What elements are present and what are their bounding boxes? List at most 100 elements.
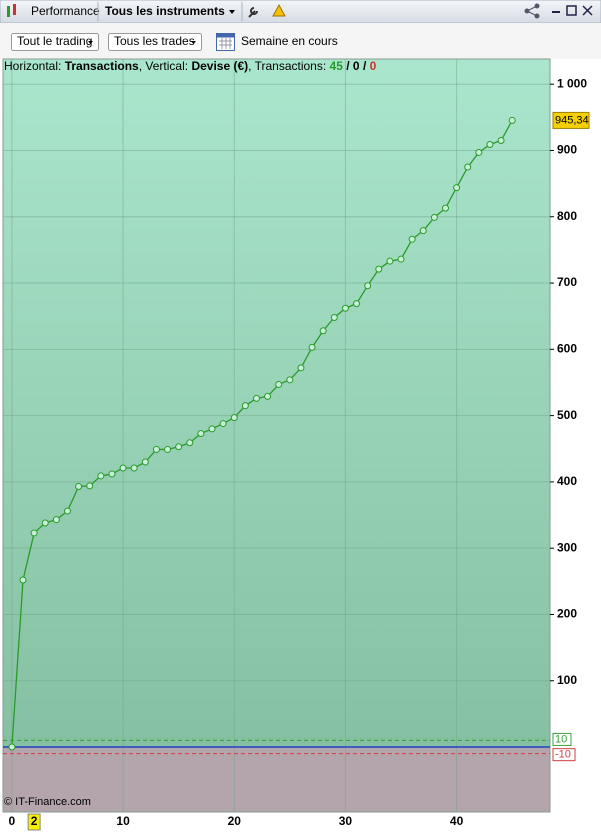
value-label: 945,34 xyxy=(555,114,589,126)
data-point xyxy=(264,392,272,400)
data-point xyxy=(175,443,183,451)
warning-icon[interactable] xyxy=(272,3,286,17)
y-tick-label: 700 xyxy=(557,275,577,289)
data-point xyxy=(308,343,316,351)
data-point xyxy=(430,213,438,221)
data-point xyxy=(419,227,427,235)
y-tick-label: 800 xyxy=(557,209,577,223)
data-point xyxy=(353,300,361,308)
settings-icon[interactable] xyxy=(248,7,258,18)
data-point xyxy=(453,184,461,192)
y-tick-label: 900 xyxy=(557,143,577,157)
data-point xyxy=(164,445,172,453)
info-count: 45 xyxy=(330,59,344,73)
data-point xyxy=(86,482,94,490)
watermark: © IT-Finance.com xyxy=(4,796,91,808)
tab-label[interactable]: Performance xyxy=(31,4,100,18)
close-button[interactable] xyxy=(582,5,593,16)
info-text: / xyxy=(363,59,367,73)
info-text: / xyxy=(346,59,350,73)
data-point xyxy=(208,425,216,433)
period-filter[interactable]: Semaine en cours xyxy=(241,34,338,48)
x-tick-label: 30 xyxy=(339,814,353,828)
x-tick-label: 40 xyxy=(450,814,464,828)
trades-filter[interactable]: Tous les trades xyxy=(114,34,195,48)
data-point xyxy=(286,376,294,384)
y-tick-label: 200 xyxy=(557,607,577,621)
info-text: , Vertical: xyxy=(139,59,188,73)
data-point xyxy=(97,472,105,480)
data-point xyxy=(464,163,472,171)
data-line xyxy=(11,120,513,748)
y-tick-label: 400 xyxy=(557,474,577,488)
y-tick-label: 300 xyxy=(557,540,577,554)
data-point xyxy=(152,445,160,453)
data-point xyxy=(52,516,60,524)
data-point xyxy=(375,265,383,273)
data-point xyxy=(497,137,505,145)
data-point xyxy=(386,257,394,265)
data-point xyxy=(364,282,372,290)
negative-zone xyxy=(3,747,550,812)
data-point xyxy=(130,464,138,472)
data-point xyxy=(275,380,283,388)
info-text: Horizontal: xyxy=(4,59,61,73)
data-point xyxy=(241,402,249,410)
y-tick-label: 600 xyxy=(557,342,577,356)
info-text: Transactions xyxy=(65,59,139,73)
calendar-icon[interactable] xyxy=(216,33,235,51)
data-point xyxy=(441,204,449,212)
info-text: Devise (€) xyxy=(191,59,248,73)
data-point xyxy=(41,519,49,527)
data-point xyxy=(341,304,349,312)
x-marker-label: 2 xyxy=(31,814,38,828)
lower-label: -10 xyxy=(555,749,571,761)
y-tick-label: 100 xyxy=(557,673,577,687)
filter-bar xyxy=(0,23,601,59)
data-point xyxy=(119,464,127,472)
x-marker-box xyxy=(27,813,41,831)
value-label-box xyxy=(552,111,590,129)
data-point xyxy=(297,364,305,372)
data-point xyxy=(8,743,16,751)
data-point xyxy=(397,255,405,263)
trades-dropdown[interactable] xyxy=(108,33,202,51)
data-point xyxy=(408,235,416,243)
data-point xyxy=(475,148,483,156)
info-text: / xyxy=(343,59,353,73)
share-icon[interactable] xyxy=(524,3,540,19)
data-point xyxy=(108,470,116,478)
data-point xyxy=(330,314,338,322)
x-tick-label: 10 xyxy=(116,814,130,828)
maximize-button[interactable] xyxy=(566,5,577,16)
positive-zone xyxy=(3,59,550,748)
data-point xyxy=(197,430,205,438)
x-tick-label: 0 xyxy=(9,814,16,828)
upper-label: 10 xyxy=(555,733,567,745)
data-point xyxy=(186,439,194,447)
trading-dropdown[interactable] xyxy=(11,33,99,51)
lower-label-box xyxy=(552,748,576,762)
chart-icon xyxy=(7,4,16,17)
y-tick-label: 1 000 xyxy=(557,76,587,90)
plot-border xyxy=(2,58,551,813)
info-count: 0 xyxy=(353,59,360,73)
data-point xyxy=(319,327,327,335)
data-point xyxy=(63,507,71,515)
info-line: Horizontal: Transactions, Vertical: Devi… xyxy=(4,59,377,73)
data-point xyxy=(252,394,260,402)
upper-label-box xyxy=(552,732,572,746)
info-text: / xyxy=(360,59,370,73)
dropdown-arrow xyxy=(229,10,235,14)
data-point xyxy=(75,483,83,491)
data-point xyxy=(219,420,227,428)
instrument-selector[interactable]: Tous les instruments xyxy=(105,4,225,18)
trading-filter[interactable]: Tout le trading xyxy=(17,34,92,48)
data-point xyxy=(19,576,27,584)
info-count: 0 xyxy=(370,59,377,73)
info-text: , Transactions: xyxy=(248,59,326,73)
y-tick-label: 500 xyxy=(557,408,577,422)
data-point xyxy=(508,116,516,124)
data-point xyxy=(141,458,149,466)
